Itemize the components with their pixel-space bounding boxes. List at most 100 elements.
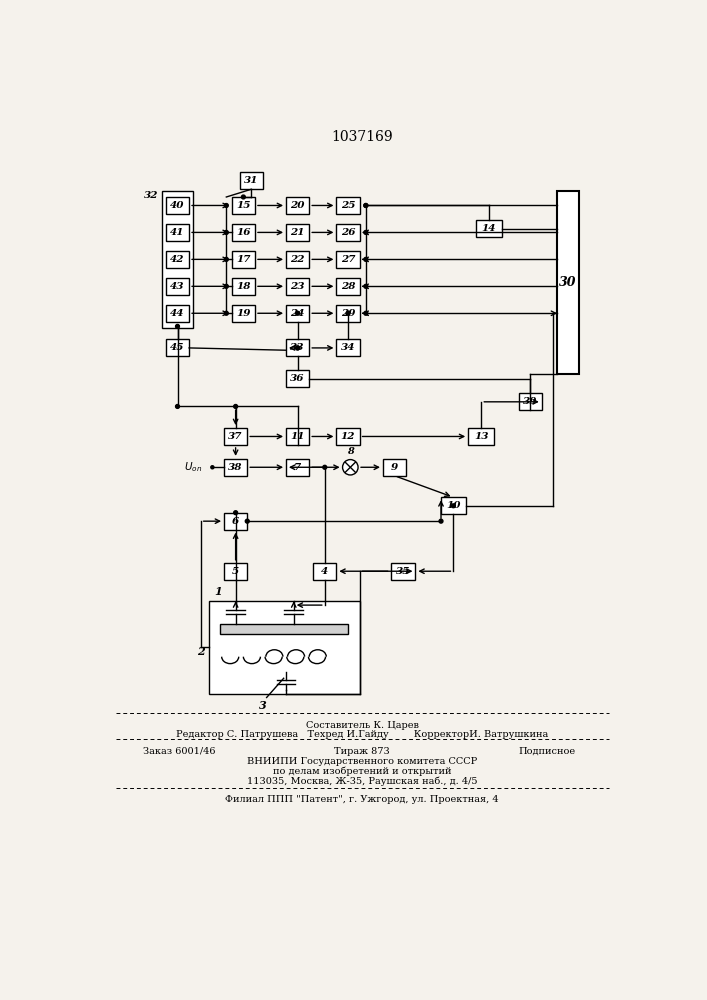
Text: 29: 29 [341,309,355,318]
Text: 26: 26 [341,228,355,237]
Circle shape [224,204,228,207]
Text: 4: 4 [321,567,328,576]
Bar [232,305,255,322]
Bar [232,251,255,268]
Text: 16: 16 [236,228,250,237]
Text: 11: 11 [291,432,305,441]
Text: 37: 37 [228,432,243,441]
Circle shape [296,311,300,315]
Bar [286,305,309,322]
Text: Редактор С. Патрушева   Техред И.Гайду        КорректорИ. Ватрушкина: Редактор С. Патрушева Техред И.Гайду Кор… [176,730,548,739]
Circle shape [439,519,443,523]
Bar [557,191,579,374]
Bar [166,197,189,214]
Bar [468,428,494,445]
Circle shape [296,346,300,350]
Bar [286,224,309,241]
Circle shape [364,204,368,207]
Circle shape [364,284,368,288]
Text: 27: 27 [341,255,355,264]
Bar [162,191,193,328]
Text: ВНИИПИ Государственного комитета СССР: ВНИИПИ Государственного комитета СССР [247,757,477,766]
Text: 40: 40 [170,201,185,210]
Text: Составитель К. Царев: Составитель К. Царев [305,721,419,730]
Bar [232,197,255,214]
Text: $U_{on}$: $U_{on}$ [184,460,202,474]
Text: 22: 22 [291,255,305,264]
Text: Тираж 873: Тираж 873 [334,747,390,756]
Bar [224,563,247,580]
Text: 10: 10 [446,501,461,510]
Circle shape [175,324,180,328]
Text: 24: 24 [291,309,305,318]
Text: 13: 13 [474,432,489,441]
Bar [383,459,406,476]
Bar [286,251,309,268]
Text: по делам изобретений и открытий: по делам изобретений и открытий [273,767,451,776]
Text: 38: 38 [228,463,243,472]
Text: 19: 19 [236,309,250,318]
Circle shape [224,230,228,234]
Bar [286,197,309,214]
Text: 9: 9 [391,463,398,472]
Text: 33: 33 [291,343,305,352]
Text: 43: 43 [170,282,185,291]
Text: 15: 15 [236,201,250,210]
Bar [286,428,309,445]
Circle shape [364,257,368,261]
Bar [391,563,416,580]
Bar [518,393,542,410]
Text: 14: 14 [481,224,496,233]
Bar [337,428,360,445]
Bar [337,278,360,295]
Text: 34: 34 [341,343,355,352]
Text: 30: 30 [559,276,577,289]
Text: 20: 20 [291,201,305,210]
Text: Подписное: Подписное [518,747,575,756]
Bar [209,601,360,694]
Bar [166,305,189,322]
Text: Заказ 6001/46: Заказ 6001/46 [143,747,215,756]
Circle shape [224,257,228,261]
Bar [286,278,309,295]
Text: 1037169: 1037169 [331,130,393,144]
Circle shape [224,284,228,288]
Bar [286,370,309,387]
Bar [337,251,360,268]
Text: 23: 23 [291,282,305,291]
Circle shape [245,519,249,523]
Circle shape [346,311,350,315]
Bar [337,339,360,356]
Bar [337,197,360,214]
Circle shape [224,311,228,315]
Text: 2: 2 [197,646,204,657]
Text: 5: 5 [232,567,239,576]
Bar [313,563,337,580]
Bar [232,224,255,241]
Text: 45: 45 [170,343,185,352]
Text: 25: 25 [341,201,355,210]
Text: 12: 12 [341,432,355,441]
Bar [224,428,247,445]
Text: 6: 6 [232,517,239,526]
Bar [166,251,189,268]
Bar [240,172,263,189]
Text: 113035, Москва, Ж-35, Раушская наб., д. 4/5: 113035, Москва, Ж-35, Раушская наб., д. … [247,777,477,786]
Circle shape [211,466,214,469]
Text: 36: 36 [291,374,305,383]
Text: 3: 3 [259,700,267,711]
Bar [224,459,247,476]
Text: 18: 18 [236,282,250,291]
Circle shape [343,460,358,475]
Circle shape [364,230,368,234]
Circle shape [296,346,300,350]
Bar [232,278,255,295]
Bar [286,459,309,476]
Text: 32: 32 [144,191,159,200]
Text: 8: 8 [347,447,354,456]
Text: 35: 35 [396,567,410,576]
Text: 31: 31 [244,176,258,185]
Circle shape [364,204,368,207]
Bar [337,224,360,241]
Circle shape [452,504,455,508]
